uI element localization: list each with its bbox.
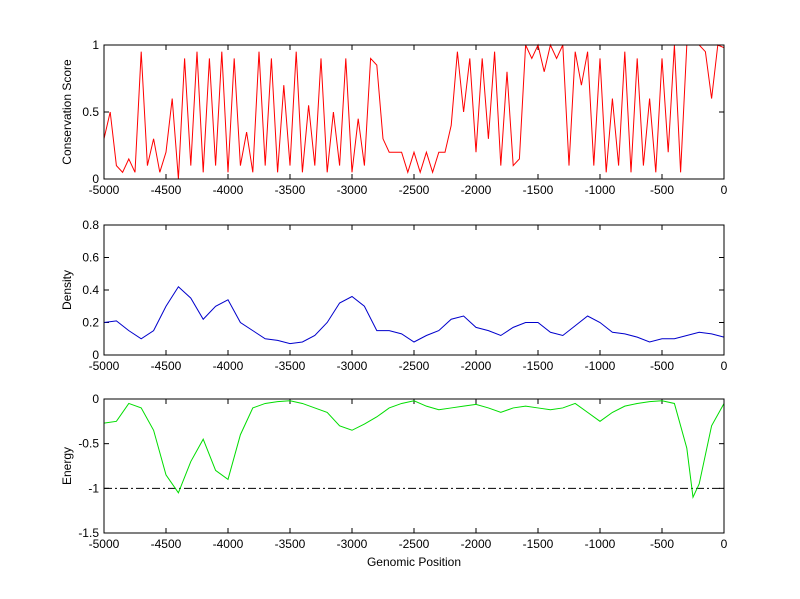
x-axis-label: Genomic Position	[367, 555, 461, 569]
y-tick-label: 0.5	[82, 105, 99, 119]
axes-box	[103, 398, 725, 534]
x-tick-label: 0	[721, 183, 728, 197]
data-line	[103, 43, 725, 180]
x-tick-label: -5000	[89, 537, 120, 551]
y-tick-label: 0	[92, 392, 99, 406]
x-tick-label: -3000	[337, 359, 368, 373]
y-axis-label: Energy	[60, 447, 74, 485]
y-tick-label: 0.8	[82, 218, 99, 232]
plot-area	[104, 45, 724, 179]
x-tick-label: -4000	[213, 359, 244, 373]
y-tick-label: 0	[92, 172, 99, 186]
y-tick-label: 1	[92, 38, 99, 52]
x-tick-label: -2500	[399, 359, 430, 373]
x-tick-label: -1000	[585, 359, 616, 373]
y-axis-label: Density	[60, 270, 74, 310]
x-tick-label: -5000	[89, 183, 120, 197]
x-tick-label: -5000	[89, 359, 120, 373]
x-tick-label: -2000	[461, 537, 492, 551]
x-tick-label: -2500	[399, 537, 430, 551]
plot-area	[104, 399, 724, 533]
data-line	[103, 400, 725, 500]
x-tick-label: -3000	[337, 183, 368, 197]
x-tick-label: -4500	[151, 359, 182, 373]
y-tick-label: -0.5	[78, 437, 99, 451]
y-tick-label: 0.2	[82, 316, 99, 330]
x-tick-label: -4000	[213, 537, 244, 551]
x-tick-label: -3000	[337, 537, 368, 551]
x-tick-label: -4500	[151, 183, 182, 197]
y-tick-label: 0.6	[82, 251, 99, 265]
x-tick-label: -3500	[275, 537, 306, 551]
x-tick-label: -3500	[275, 359, 306, 373]
y-tick-label: 0	[92, 348, 99, 362]
axes-box	[103, 44, 725, 180]
axes-box	[103, 224, 725, 356]
x-tick-label: -2000	[461, 183, 492, 197]
x-tick-label: -2000	[461, 359, 492, 373]
y-axis-label: Conservation Score	[60, 59, 74, 165]
y-tick-label: -1.5	[78, 526, 99, 540]
x-tick-label: -4000	[213, 183, 244, 197]
x-tick-label: -1500	[523, 183, 554, 197]
x-tick-label: -500	[650, 183, 674, 197]
x-tick-label: -4500	[151, 537, 182, 551]
x-tick-label: -1500	[523, 537, 554, 551]
x-tick-label: -500	[650, 359, 674, 373]
x-tick-label: -2500	[399, 183, 430, 197]
x-tick-label: 0	[721, 359, 728, 373]
y-tick-label: 0.4	[82, 283, 99, 297]
x-tick-label: -3500	[275, 183, 306, 197]
x-tick-label: -1000	[585, 183, 616, 197]
y-tick-label: -1	[88, 481, 99, 495]
data-line	[103, 285, 725, 345]
x-tick-label: -1000	[585, 537, 616, 551]
x-tick-label: -1500	[523, 359, 554, 373]
x-tick-label: 0	[721, 537, 728, 551]
x-tick-label: -500	[650, 537, 674, 551]
